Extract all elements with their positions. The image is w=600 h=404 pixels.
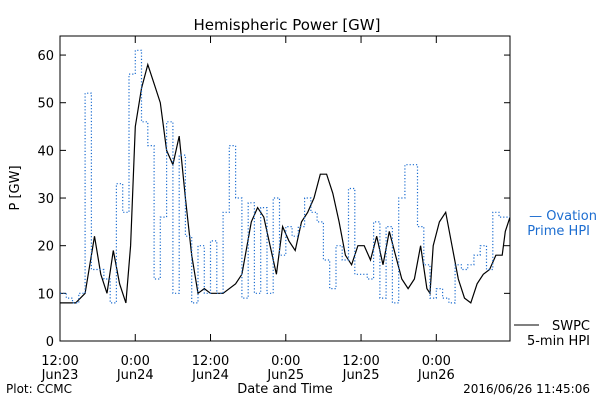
footer-left: Plot: CCMC <box>6 382 72 396</box>
x-tick-label-date: Jun25 <box>266 368 304 383</box>
x-tick-label-date: Jun24 <box>191 368 229 383</box>
plot-frame <box>59 35 511 342</box>
x-tick-label-time: 12:00 <box>192 354 229 369</box>
x-tick-label-date: Jun26 <box>417 368 455 383</box>
footer-right: 2016/06/26 11:45:06 <box>463 382 590 396</box>
y-tick-label: 30 <box>37 192 54 207</box>
x-tick-label-time: 12:00 <box>342 354 379 369</box>
y-tick-label: 60 <box>37 49 54 64</box>
y-tick-label: 50 <box>37 97 54 112</box>
plot-area: 010203040506012:00Jun230:00Jun2412:00Jun… <box>37 35 597 383</box>
x-tick-label-time: 0:00 <box>121 354 150 369</box>
y-tick-label: 0 <box>46 335 54 350</box>
y-tick-label: 40 <box>37 144 54 159</box>
x-axis-label: Date and Time <box>237 382 333 397</box>
series-line-swpc <box>60 62 511 304</box>
legend-ovation-line2: Prime HPI <box>527 224 590 239</box>
chart-title: Hemispheric Power [GW] <box>194 16 381 34</box>
y-tick-label: 20 <box>37 240 54 255</box>
x-tick-label-time: 0:00 <box>271 354 300 369</box>
x-tick-label-date: Jun23 <box>41 368 79 383</box>
x-tick-label-time: 0:00 <box>422 354 451 369</box>
x-tick-label-date: Jun25 <box>342 368 380 383</box>
x-tick-label-date: Jun24 <box>116 368 154 383</box>
x-tick-label-time: 12:00 <box>41 354 78 369</box>
legend-swpc-line1: SWPC <box>552 319 590 334</box>
y-tick-label: 10 <box>37 287 54 302</box>
series-line-ovation <box>60 49 510 304</box>
legend-swpc-line2: 5-min HPI <box>527 334 590 349</box>
y-axis-label: P [GW] <box>8 165 23 210</box>
legend-ovation-line1: — Ovation <box>529 209 597 224</box>
